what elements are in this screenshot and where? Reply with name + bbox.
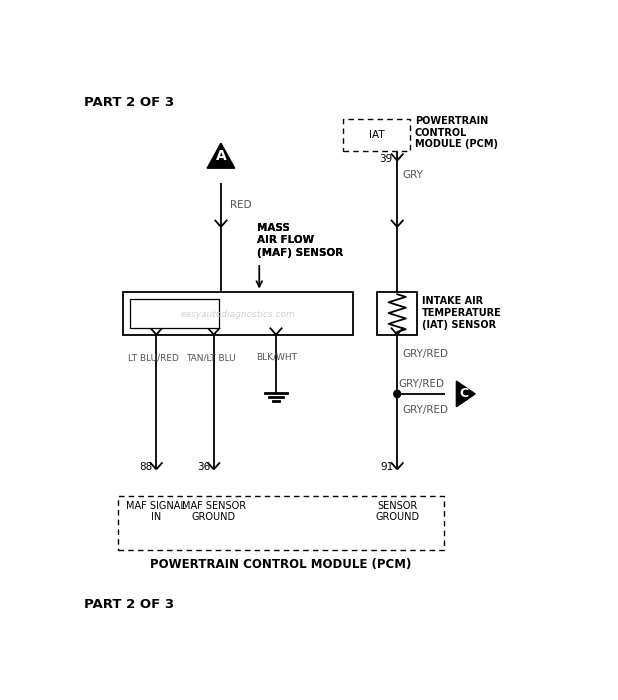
Text: MAF SENSOR
GROUND: MAF SENSOR GROUND bbox=[182, 500, 246, 522]
Text: TAN/LT BLU: TAN/LT BLU bbox=[187, 354, 236, 363]
Polygon shape bbox=[456, 381, 475, 407]
Text: 39: 39 bbox=[379, 154, 392, 164]
Text: 36: 36 bbox=[197, 463, 210, 473]
Polygon shape bbox=[123, 291, 353, 335]
Text: 88: 88 bbox=[139, 463, 153, 473]
Text: POWERTRAIN CONTROL MODULE (PCM): POWERTRAIN CONTROL MODULE (PCM) bbox=[150, 559, 412, 571]
Text: GRY: GRY bbox=[402, 169, 423, 180]
Text: RED: RED bbox=[229, 200, 251, 210]
Text: LT BLU/RED: LT BLU/RED bbox=[129, 354, 179, 363]
Text: BLK/WHT: BLK/WHT bbox=[256, 352, 297, 361]
Text: A: A bbox=[216, 149, 226, 163]
Text: easyautodiagnostics.com: easyautodiagnostics.com bbox=[180, 309, 295, 318]
Text: INTAKE AIR
TEMPERATURE
(IAT) SENSOR: INTAKE AIR TEMPERATURE (IAT) SENSOR bbox=[422, 297, 502, 330]
Text: MASS
AIR FLOW
(MAF) SENSOR: MASS AIR FLOW (MAF) SENSOR bbox=[257, 223, 343, 258]
Polygon shape bbox=[207, 144, 235, 168]
Text: GRY/RED: GRY/RED bbox=[402, 405, 448, 415]
Text: PART 2 OF 3: PART 2 OF 3 bbox=[85, 96, 174, 109]
Polygon shape bbox=[376, 291, 417, 335]
Text: PART 2 OF 3: PART 2 OF 3 bbox=[85, 598, 174, 611]
Text: GRY/RED: GRY/RED bbox=[398, 379, 444, 389]
Text: MASS
AIR FLOW
(MAF) SENSOR: MASS AIR FLOW (MAF) SENSOR bbox=[257, 223, 343, 258]
Text: MAF SIGNAL
IN: MAF SIGNAL IN bbox=[126, 500, 186, 522]
Polygon shape bbox=[130, 298, 219, 328]
Text: C: C bbox=[460, 387, 469, 400]
Text: POWERTRAIN
CONTROL
MODULE (PCM): POWERTRAIN CONTROL MODULE (PCM) bbox=[415, 116, 498, 149]
Text: IAT: IAT bbox=[369, 130, 384, 140]
Circle shape bbox=[394, 390, 400, 398]
Text: SENSOR
GROUND: SENSOR GROUND bbox=[375, 500, 419, 522]
Text: 91: 91 bbox=[380, 463, 394, 473]
Text: GRY/RED: GRY/RED bbox=[402, 349, 448, 358]
